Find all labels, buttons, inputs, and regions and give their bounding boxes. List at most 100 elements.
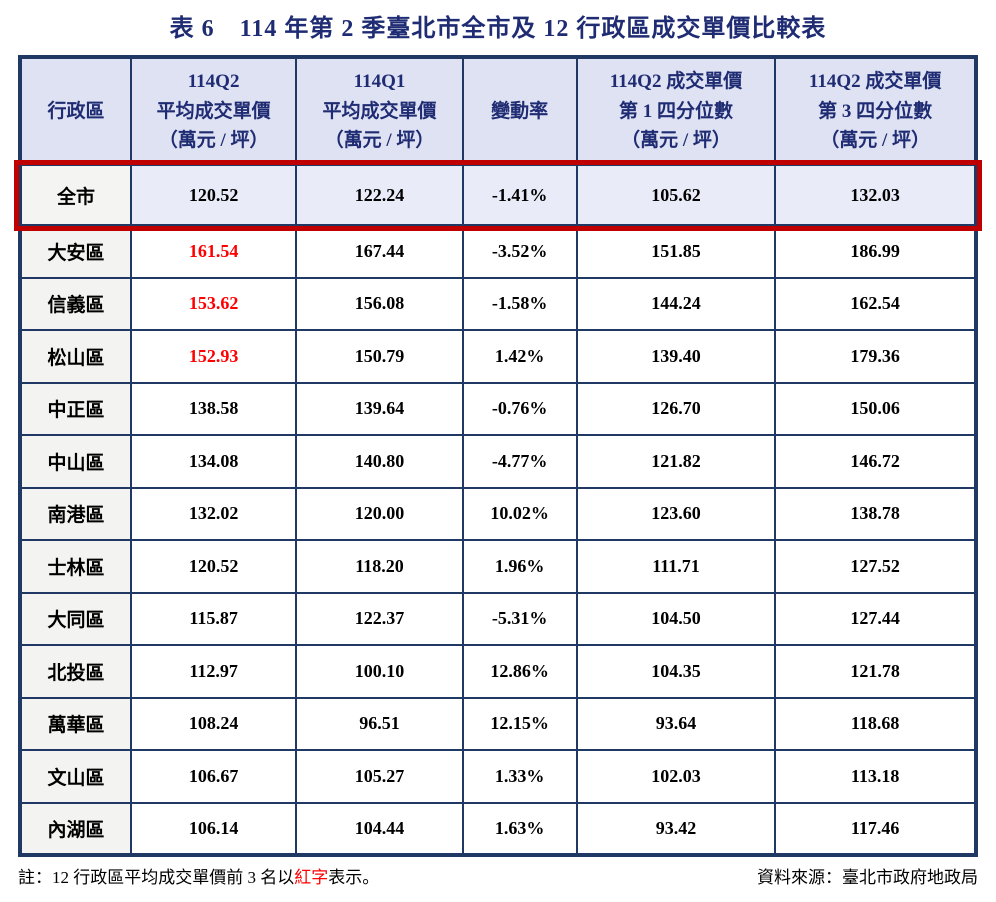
value-cell: 144.24 xyxy=(575,276,777,331)
district-name-cell: 信義區 xyxy=(19,276,132,331)
value-cell: 121.82 xyxy=(575,434,777,489)
value-cell: 121.78 xyxy=(774,644,977,699)
value-cell: 153.62 xyxy=(129,276,298,331)
table-header-row: 行政區 114Q2 平均成交單價 （萬元 / 坪） 114Q1 平均成交單價 （… xyxy=(19,56,977,166)
district-row: 中山區 134.08 140.80 -4.77% 121.82 146.72 xyxy=(19,434,977,489)
value-cell: 104.50 xyxy=(575,591,777,646)
value-cell: 120.52 xyxy=(129,539,298,594)
value-cell: 104.35 xyxy=(575,644,777,699)
value-cell: 1.63% xyxy=(461,801,578,856)
value-cell: 122.24 xyxy=(295,164,464,226)
value-cell: 118.68 xyxy=(774,696,977,751)
value-cell: 132.02 xyxy=(129,486,298,541)
value-cell: 120.00 xyxy=(295,486,464,541)
value-cell: 122.37 xyxy=(295,591,464,646)
district-row: 大同區 115.87 122.37 -5.31% 104.50 127.44 xyxy=(19,591,977,646)
value-cell: 120.52 xyxy=(129,164,298,226)
value-cell: 179.36 xyxy=(774,329,977,384)
value-cell: 104.44 xyxy=(295,801,464,856)
district-name-cell: 北投區 xyxy=(19,644,132,699)
district-row: 信義區 153.62 156.08 -1.58% 144.24 162.54 xyxy=(19,276,977,331)
value-cell: 156.08 xyxy=(295,276,464,331)
value-cell: 152.93 xyxy=(129,329,298,384)
district-row: 中正區 138.58 139.64 -0.76% 126.70 150.06 xyxy=(19,381,977,436)
header-district: 行政區 xyxy=(19,56,132,166)
district-name-cell: 內湖區 xyxy=(19,801,132,856)
value-cell: 117.46 xyxy=(774,801,977,856)
value-cell: 138.78 xyxy=(774,486,977,541)
district-name-cell: 松山區 xyxy=(19,329,132,384)
value-cell: 105.62 xyxy=(575,164,777,226)
header-q2-first-quartile: 114Q2 成交單價 第 1 四分位數 （萬元 / 坪） xyxy=(575,56,777,166)
value-cell: 126.70 xyxy=(575,381,777,436)
value-cell: 108.24 xyxy=(129,696,298,751)
city-total-row: 全市 120.52 122.24 -1.41% 105.62 132.03 xyxy=(19,164,977,226)
value-cell: 93.64 xyxy=(575,696,777,751)
district-name-cell: 萬華區 xyxy=(19,696,132,751)
value-cell: 12.15% xyxy=(461,696,578,751)
value-cell: 186.99 xyxy=(774,224,977,279)
value-cell: 115.87 xyxy=(129,591,298,646)
header-q2-avg-price: 114Q2 平均成交單價 （萬元 / 坪） xyxy=(129,56,298,166)
footnote-red-word: 紅字 xyxy=(294,868,329,887)
district-name-cell: 中正區 xyxy=(19,381,132,436)
value-cell: 10.02% xyxy=(461,486,578,541)
footnote: 註：12 行政區平均成交單價前 3 名以紅字表示。 xyxy=(18,863,379,888)
value-cell: 106.67 xyxy=(129,749,298,804)
district-row: 南港區 132.02 120.00 10.02% 123.60 138.78 xyxy=(19,486,977,541)
value-cell: 105.27 xyxy=(295,749,464,804)
value-cell: 162.54 xyxy=(774,276,977,331)
value-cell: 167.44 xyxy=(295,224,464,279)
value-cell: 138.58 xyxy=(129,381,298,436)
value-cell: -0.76% xyxy=(461,381,578,436)
value-cell: 106.14 xyxy=(129,801,298,856)
district-name-cell: 大同區 xyxy=(19,591,132,646)
header-change-rate: 變動率 xyxy=(461,56,578,166)
district-row: 松山區 152.93 150.79 1.42% 139.40 179.36 xyxy=(19,329,977,384)
value-cell: 146.72 xyxy=(774,434,977,489)
table-footer: 註：12 行政區平均成交單價前 3 名以紅字表示。 資料來源：臺北市政府地政局 xyxy=(18,863,978,888)
value-cell: 150.06 xyxy=(774,381,977,436)
district-row: 士林區 120.52 118.20 1.96% 111.71 127.52 xyxy=(19,539,977,594)
district-row: 大安區 161.54 167.44 -3.52% 151.85 186.99 xyxy=(19,224,977,279)
district-name-cell: 全市 xyxy=(19,164,132,226)
district-name-cell: 南港區 xyxy=(19,486,132,541)
value-cell: -3.52% xyxy=(461,224,578,279)
value-cell: -1.41% xyxy=(461,164,578,226)
price-comparison-table: 行政區 114Q2 平均成交單價 （萬元 / 坪） 114Q1 平均成交單價 （… xyxy=(18,55,978,857)
value-cell: 140.80 xyxy=(295,434,464,489)
value-cell: 127.44 xyxy=(774,591,977,646)
district-name-cell: 文山區 xyxy=(19,749,132,804)
header-q1-avg-price: 114Q1 平均成交單價 （萬元 / 坪） xyxy=(295,56,464,166)
value-cell: 112.97 xyxy=(129,644,298,699)
value-cell: 100.10 xyxy=(295,644,464,699)
district-row: 文山區 106.67 105.27 1.33% 102.03 113.18 xyxy=(19,749,977,804)
table-body: 全市 120.52 122.24 -1.41% 105.62 132.03 大安區 161.5… xyxy=(19,164,977,856)
value-cell: 134.08 xyxy=(129,434,298,489)
value-cell: 139.64 xyxy=(295,381,464,436)
value-cell: -1.58% xyxy=(461,276,578,331)
value-cell: 151.85 xyxy=(575,224,777,279)
value-cell: 123.60 xyxy=(575,486,777,541)
value-cell: 1.33% xyxy=(461,749,578,804)
value-cell: 96.51 xyxy=(295,696,464,751)
data-source: 資料來源：臺北市政府地政局 xyxy=(757,868,978,887)
table-title: 表 6 114 年第 2 季臺北市全市及 12 行政區成交單價比較表 xyxy=(169,16,827,42)
district-name-cell: 士林區 xyxy=(19,539,132,594)
footnote-prefix: 註：12 行政區平均成交單價前 3 名以 xyxy=(18,868,295,887)
district-row: 北投區 112.97 100.10 12.86% 104.35 121.78 xyxy=(19,644,977,699)
header-q2-third-quartile: 114Q2 成交單價 第 3 四分位數 （萬元 / 坪） xyxy=(774,56,977,166)
value-cell: 150.79 xyxy=(295,329,464,384)
district-name-cell: 大安區 xyxy=(19,224,132,279)
district-row: 萬華區 108.24 96.51 12.15% 93.64 118.68 xyxy=(19,696,977,751)
value-cell: 12.86% xyxy=(461,644,578,699)
value-cell: 113.18 xyxy=(774,749,977,804)
value-cell: 1.42% xyxy=(461,329,578,384)
value-cell: 93.42 xyxy=(575,801,777,856)
value-cell: 111.71 xyxy=(575,539,777,594)
footnote-suffix: 表示。 xyxy=(328,868,380,887)
value-cell: 161.54 xyxy=(129,224,298,279)
value-cell: 1.96% xyxy=(461,539,578,594)
value-cell: 118.20 xyxy=(295,539,464,594)
value-cell: 127.52 xyxy=(774,539,977,594)
